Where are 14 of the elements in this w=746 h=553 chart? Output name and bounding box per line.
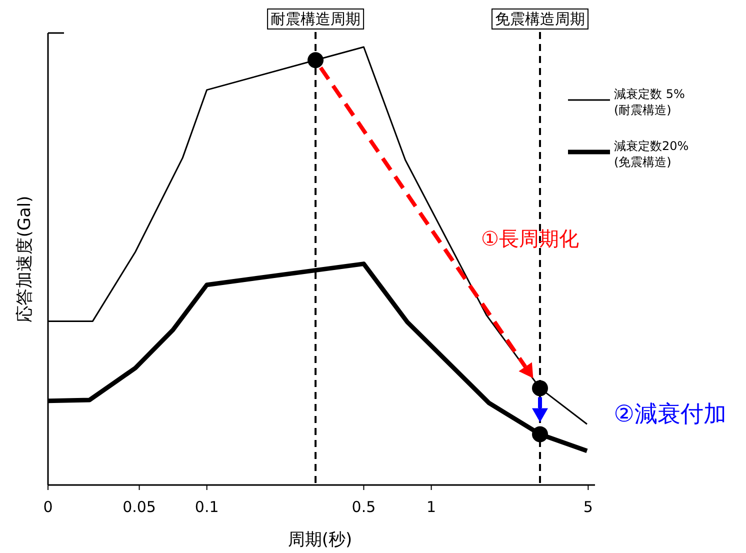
- y-axis-title: 応答加速度(Gal): [15, 196, 35, 322]
- legend-label: 減衰定数20% (免震構造): [614, 139, 689, 169]
- annotation: ①長周期化: [481, 226, 579, 250]
- ref-line-label: 耐震構造周期: [270, 10, 361, 28]
- x-axis-title: 周期(秒): [288, 530, 352, 550]
- text: ②減衰付加: [614, 401, 726, 428]
- x-tick-label: 1: [426, 498, 436, 516]
- x-tick-label: 0.05: [122, 498, 156, 516]
- x-tick-label: 5: [583, 498, 593, 516]
- x-tick-label: 0.1: [194, 498, 219, 516]
- x-tick-label: 0: [43, 498, 53, 516]
- x-tick-label: 0.5: [352, 498, 376, 516]
- legend-label: 減衰定数 5% (耐震構造): [614, 87, 685, 117]
- ref-line-label: 免震構造周期: [494, 10, 585, 28]
